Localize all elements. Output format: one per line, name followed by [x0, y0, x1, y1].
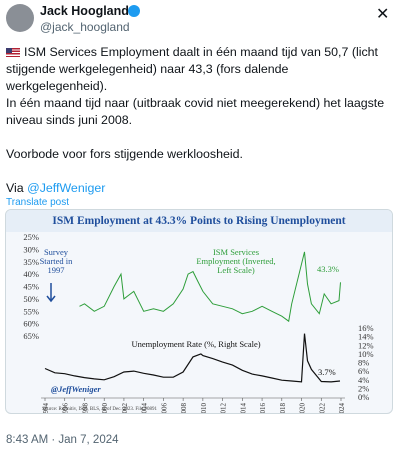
y2-tick-label: 8%: [358, 358, 369, 368]
x-tick-label: 2010: [200, 403, 208, 415]
y2-tick-label: 0%: [358, 392, 369, 402]
verified-badge: [128, 5, 140, 17]
timestamp: 8:43 AM · Jan 7, 2024: [6, 434, 119, 446]
tweet-text: In één maand tijd naar (uitbraak covid n…: [6, 96, 385, 127]
y-tick-label: 40%: [23, 269, 39, 279]
user-handle[interactable]: @jack_hoogland: [40, 20, 130, 34]
x-tick-label: 2016: [259, 403, 267, 415]
translate-link[interactable]: Translate post: [6, 197, 69, 208]
y-tick-label: 65%: [23, 331, 39, 341]
x-tick-label: 2008: [180, 403, 188, 415]
y-tick-label: 30%: [23, 244, 39, 254]
chart[interactable]: ISM Employment at 43.3% Points to Rising…: [5, 209, 393, 414]
series-line: [79, 251, 341, 323]
via: Via: [6, 181, 24, 195]
source-note: Source: Refinitiv, ISM, BLS, as of Dec. …: [42, 407, 157, 412]
title-band: [6, 210, 392, 232]
x-tick-label: 1996: [62, 403, 70, 415]
y2-tick-label: 16%: [358, 323, 374, 333]
y-tick-label: 25%: [23, 232, 39, 242]
chart-title: ISM Employment at 43.3% Points to Rising…: [52, 215, 345, 227]
x-tick-label: 2012: [220, 403, 228, 415]
tweet-text: Voorbode voor fors stijgende werklooshei…: [6, 147, 243, 161]
annotation: 1997: [48, 265, 65, 275]
avatar[interactable]: [6, 4, 34, 32]
us-flag: [6, 48, 20, 57]
y2-tick-label: 6%: [358, 366, 369, 376]
y2-tick-label: 12%: [358, 340, 374, 350]
y-tick-label: 60%: [23, 319, 39, 329]
annotation: Unemployment Rate (%, Right Scale): [131, 339, 260, 349]
y2-tick-label: 2%: [358, 383, 369, 393]
annotation: ISM Services: [213, 247, 259, 257]
x-tick-label: 2002: [121, 403, 129, 415]
via-line: Via @JeffWeniger: [6, 180, 392, 197]
user-name[interactable]: Jack Hoogland: [40, 4, 129, 18]
y2-tick-label: 14%: [358, 332, 374, 342]
annotation: 43.3%: [317, 264, 339, 274]
x-tick-label: 2018: [279, 403, 287, 415]
y-tick-label: 35%: [23, 257, 39, 267]
x-tick-label: 2014: [239, 403, 247, 415]
close-button[interactable]: ✕: [376, 6, 390, 23]
tweet-text: ISM Services Employment daalt in één maa…: [6, 45, 378, 93]
x-tick-label: 2024: [338, 403, 346, 415]
y-tick-label: 50%: [23, 294, 39, 304]
x-tick-label: 2020: [299, 403, 307, 415]
series-line: [44, 333, 341, 383]
x-tick-label: 1994: [42, 403, 50, 415]
y-tick-label: 45%: [23, 282, 39, 292]
annotation: Employment (Inverted,: [196, 256, 275, 266]
x-tick-label: 2000: [101, 403, 109, 415]
mention-link[interactable]: @JeffWeniger: [27, 181, 106, 195]
x-tick-label: 1998: [81, 403, 89, 415]
annotation: 3.7%: [318, 367, 336, 377]
y2-tick-label: 4%: [358, 375, 369, 385]
x-tick-label: 2006: [160, 403, 168, 415]
arrow: [46, 283, 56, 303]
y2-tick-label: 10%: [358, 349, 374, 359]
annotation: Left Scale): [217, 265, 255, 275]
annotation: Survey: [44, 247, 69, 257]
annotation: Started in: [40, 256, 74, 266]
x-tick-label: 2022: [318, 403, 326, 415]
y-tick-label: 55%: [23, 306, 39, 316]
credit: @JeffWeniger: [51, 384, 101, 394]
x-tick-label: 2004: [141, 403, 149, 415]
